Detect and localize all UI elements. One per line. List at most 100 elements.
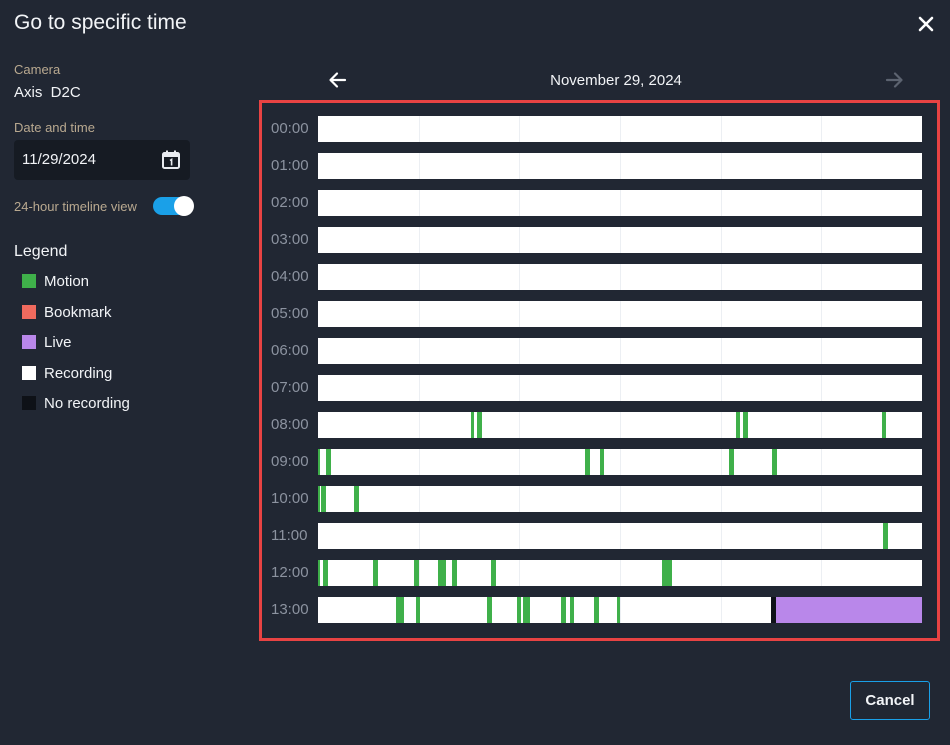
- motion-segment: [599, 449, 604, 475]
- timeline-track[interactable]: [318, 116, 922, 142]
- camera-label: Camera: [14, 62, 61, 77]
- date-input-field[interactable]: 11/29/2024: [14, 140, 190, 180]
- grid-line: [620, 412, 621, 438]
- grid-line: [419, 338, 420, 364]
- timeline-track[interactable]: [318, 227, 922, 253]
- hour-label: 02:00: [271, 194, 309, 211]
- motion-segment: [318, 449, 320, 475]
- hour-label: 13:00: [271, 601, 309, 618]
- hour-label: 10:00: [271, 490, 309, 507]
- grid-line: [419, 412, 420, 438]
- grid-line: [721, 597, 722, 623]
- timeline-track[interactable]: [318, 375, 922, 401]
- timeline-track[interactable]: [318, 412, 922, 438]
- motion-segment: [881, 412, 886, 438]
- legend-item-no-recording: No recording: [22, 393, 130, 413]
- date-time-label: Date and time: [14, 120, 95, 135]
- timeline-track[interactable]: [318, 560, 922, 586]
- motion-segment: [451, 560, 457, 586]
- motion-segment: [326, 449, 332, 475]
- dialog-title: Go to specific time: [14, 11, 187, 34]
- legend-swatch-bookmark: [22, 305, 36, 319]
- legend-item-motion: Motion: [22, 271, 89, 291]
- grid-line: [419, 190, 420, 216]
- grid-line: [419, 153, 420, 179]
- motion-segment: [373, 560, 379, 586]
- timeline-track[interactable]: [318, 153, 922, 179]
- grid-line: [620, 338, 621, 364]
- grid-line: [821, 375, 822, 401]
- timeline-row: 13:00: [262, 597, 937, 623]
- timeline-row: 03:00: [262, 227, 937, 253]
- grid-line: [419, 264, 420, 290]
- timeline-track[interactable]: [318, 523, 922, 549]
- grid-line: [519, 264, 520, 290]
- hour-label: 00:00: [271, 120, 309, 137]
- grid-line: [721, 190, 722, 216]
- timeline-row: 02:00: [262, 190, 937, 216]
- timeline-track[interactable]: [318, 597, 922, 623]
- grid-line: [620, 264, 621, 290]
- motion-segment: [772, 449, 777, 475]
- toggle-knob: [174, 196, 194, 216]
- grid-line: [419, 560, 420, 586]
- motion-segment: [415, 597, 420, 623]
- timeline-track[interactable]: [318, 301, 922, 327]
- grid-line: [620, 375, 621, 401]
- grid-line: [620, 301, 621, 327]
- motion-segment: [523, 597, 531, 623]
- grid-line: [721, 486, 722, 512]
- timeline-row: 12:00: [262, 560, 937, 586]
- grid-line: [721, 412, 722, 438]
- timeline-view-toggle[interactable]: [153, 196, 194, 216]
- motion-segment: [477, 412, 483, 438]
- cancel-button[interactable]: Cancel: [850, 681, 930, 720]
- timeline-view-toggle-label: 24-hour timeline view: [14, 199, 137, 214]
- timeline-track[interactable]: [318, 449, 922, 475]
- timeline-row: 11:00: [262, 523, 937, 549]
- grid-line: [721, 227, 722, 253]
- motion-segment: [617, 597, 620, 623]
- grid-line: [419, 116, 420, 142]
- legend-label: Live: [44, 333, 72, 351]
- grid-line: [519, 338, 520, 364]
- hour-label: 07:00: [271, 379, 309, 396]
- grid-line: [519, 560, 520, 586]
- arrow-left-icon[interactable]: [327, 69, 349, 91]
- grid-line: [721, 153, 722, 179]
- grid-line: [620, 116, 621, 142]
- hour-label: 08:00: [271, 416, 309, 433]
- legend-swatch-motion: [22, 274, 36, 288]
- grid-line: [620, 190, 621, 216]
- calendar-icon[interactable]: [160, 149, 182, 171]
- timeline-grid: 00:00 01:00 02:00 03:00 04:00 05:00 06:00 07:00…: [259, 100, 940, 641]
- legend-swatch-recording: [22, 366, 36, 380]
- timeline-track[interactable]: [318, 486, 922, 512]
- timeline-row: 01:00: [262, 153, 937, 179]
- motion-segment: [321, 486, 326, 512]
- grid-line: [821, 116, 822, 142]
- timeline-row: 06:00: [262, 338, 937, 364]
- motion-segment: [569, 597, 574, 623]
- hour-label: 01:00: [271, 157, 309, 174]
- motion-segment: [662, 560, 673, 586]
- camera-name: Axis D2C: [14, 84, 81, 101]
- arrow-right-icon[interactable]: [883, 69, 905, 91]
- close-icon[interactable]: [914, 12, 938, 36]
- live-segment: [776, 597, 922, 623]
- timeline-track[interactable]: [318, 190, 922, 216]
- timeline-track[interactable]: [318, 338, 922, 364]
- hour-label: 11:00: [271, 527, 308, 544]
- grid-line: [519, 449, 520, 475]
- grid-line: [821, 153, 822, 179]
- grid-line: [721, 523, 722, 549]
- date-value[interactable]: 11/29/2024: [22, 151, 96, 168]
- grid-line: [721, 338, 722, 364]
- grid-line: [519, 523, 520, 549]
- grid-line: [519, 190, 520, 216]
- grid-line: [821, 301, 822, 327]
- timeline-track[interactable]: [318, 264, 922, 290]
- grid-line: [821, 449, 822, 475]
- grid-line: [821, 412, 822, 438]
